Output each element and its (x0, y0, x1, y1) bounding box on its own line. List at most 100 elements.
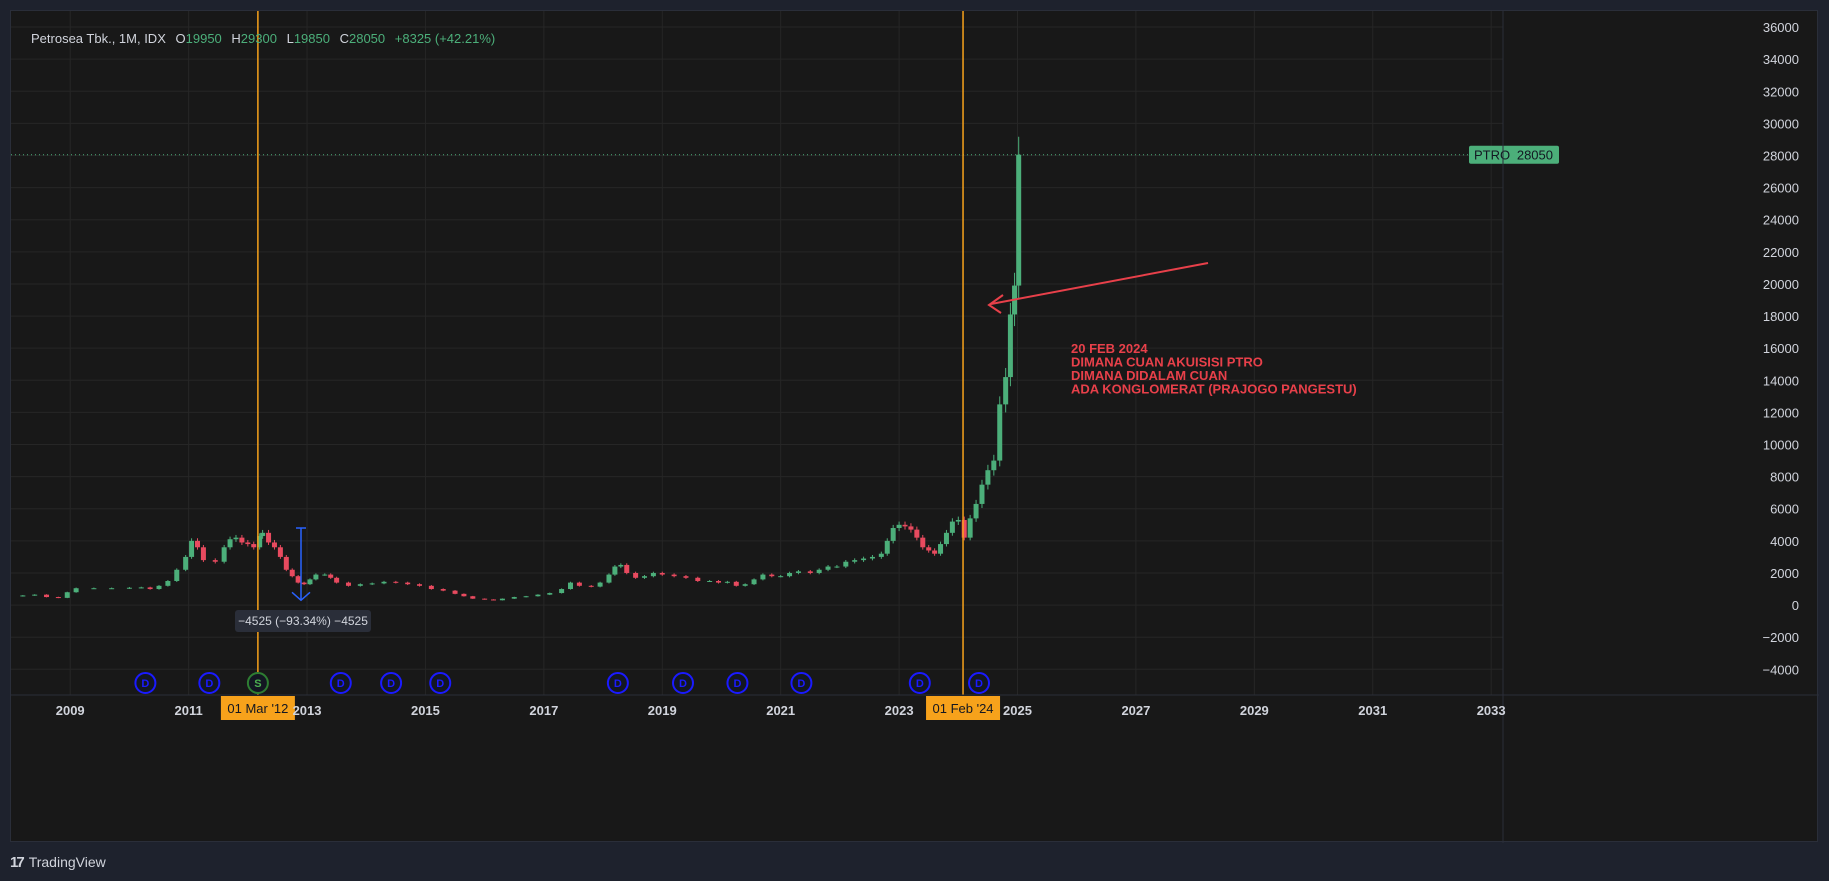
x-tick-label: 2009 (56, 703, 85, 718)
dividend-event-icon (908, 672, 931, 694)
candle-body (212, 560, 218, 562)
x-tick-label: 2019 (648, 703, 677, 718)
candle-body (967, 518, 973, 538)
candle-body (20, 595, 26, 597)
candle-body (440, 589, 446, 591)
candle-body (271, 542, 277, 548)
candle-body (618, 564, 624, 567)
y-tick-label: 8000 (1770, 470, 1799, 485)
candle-body (597, 582, 603, 587)
legend-low-label: L (286, 31, 294, 46)
candle-body (295, 576, 301, 583)
y-tick-label: 36000 (1763, 20, 1799, 35)
candle-body (239, 537, 245, 543)
candle-body (926, 547, 932, 551)
candle-body (961, 519, 967, 538)
y-tick-label: 22000 (1763, 245, 1799, 260)
candle-body (195, 540, 200, 548)
candle-body (357, 584, 363, 586)
candle-body (328, 574, 334, 578)
candle-body (289, 569, 295, 577)
candle-body (896, 524, 902, 529)
event-marker-letter: S (254, 678, 261, 690)
y-tick-label: 18000 (1763, 309, 1799, 324)
split-event-icon (246, 672, 269, 694)
legend-symbol: Petrosea Tbk., 1M, IDX (31, 31, 166, 46)
candle-body (109, 588, 115, 590)
candle-body (716, 581, 722, 583)
event-marker-letter: D (337, 678, 345, 690)
date-marker-label: 01 Feb '24 (933, 701, 994, 716)
candlestick-chart[interactable]: PTRO 28050 01 Mar '12 01 Feb '24 −4525 (−93.… (11, 11, 1819, 843)
legend-high-value: 29300 (240, 31, 277, 46)
y-tick-label: 4000 (1770, 534, 1799, 549)
chart-panel[interactable]: PTRO 28050 01 Mar '12 01 Feb '24 −4525 (−93.… (10, 10, 1819, 843)
legend-close-label: C (339, 31, 349, 46)
x-tick-label: 2015 (411, 703, 440, 718)
y-tick-label: 34000 (1763, 52, 1799, 67)
dividend-event-icon (606, 672, 629, 694)
candle-body (576, 582, 582, 586)
candle-body (470, 596, 476, 599)
candle-body (760, 574, 766, 580)
candle-body (695, 577, 701, 581)
candle-body (650, 572, 656, 577)
candle-body (861, 558, 867, 561)
candle-body (334, 577, 340, 583)
annotation-text-line: 20 FEB 2024 (1071, 341, 1148, 356)
candle-body (997, 404, 1003, 461)
event-marker-letter: D (733, 678, 741, 690)
candle-body (307, 579, 313, 585)
y-tick-label: 24000 (1763, 213, 1799, 228)
event-marker-letter: D (205, 678, 213, 690)
candle-body (405, 582, 411, 585)
candle-body (742, 584, 748, 586)
event-marker-letter: D (436, 678, 444, 690)
last-price-value: 28050 (1517, 148, 1553, 163)
candle-body (64, 592, 70, 598)
annotation-text-line: DIMANA DIDALAM CUAN (1071, 368, 1227, 383)
y-tick-label: 10000 (1763, 438, 1799, 453)
candle-body (322, 574, 328, 576)
candle-body (671, 574, 677, 577)
candle-body (73, 588, 79, 593)
dividend-event-icon (671, 672, 694, 694)
tradingview-footer[interactable]: 17 TradingView (10, 850, 106, 874)
y-tick-label: 30000 (1763, 116, 1799, 131)
x-tick-label: 2031 (1358, 703, 1387, 718)
legend-open-value: 19950 (185, 31, 222, 46)
candle-body (778, 576, 784, 578)
candle-body (902, 524, 908, 527)
dividend-event-icon (790, 672, 813, 694)
candle-body (32, 594, 38, 596)
candle-body (221, 547, 227, 562)
candle-body (943, 532, 949, 545)
candle-body (884, 540, 890, 554)
candle-layer (20, 136, 1022, 601)
x-tick-label: 2027 (1121, 703, 1150, 718)
y-tick-label: 12000 (1763, 405, 1799, 420)
candle-body (1016, 154, 1022, 286)
y-tick-label: 14000 (1763, 373, 1799, 388)
candle-body (979, 484, 985, 504)
candle-body (266, 532, 272, 543)
y-tick-label: −2000 (1762, 630, 1799, 645)
candle-body (769, 574, 775, 577)
candle-body (724, 581, 730, 583)
grid-layer (11, 11, 1503, 695)
candle-body (733, 581, 739, 586)
candle-body (991, 460, 997, 471)
x-tick-label: 2013 (293, 703, 322, 718)
candle-body (277, 547, 283, 557)
event-marker-letter: D (387, 678, 395, 690)
candle-body (200, 547, 206, 561)
candle-body (834, 566, 840, 568)
candle-body (973, 503, 979, 519)
candle-body (938, 544, 944, 554)
candle-body (751, 579, 757, 585)
candle-body (908, 526, 914, 530)
candle-body (523, 596, 529, 598)
candle-body (147, 587, 153, 590)
event-marker-letter: D (141, 678, 149, 690)
candle-body (499, 598, 505, 601)
